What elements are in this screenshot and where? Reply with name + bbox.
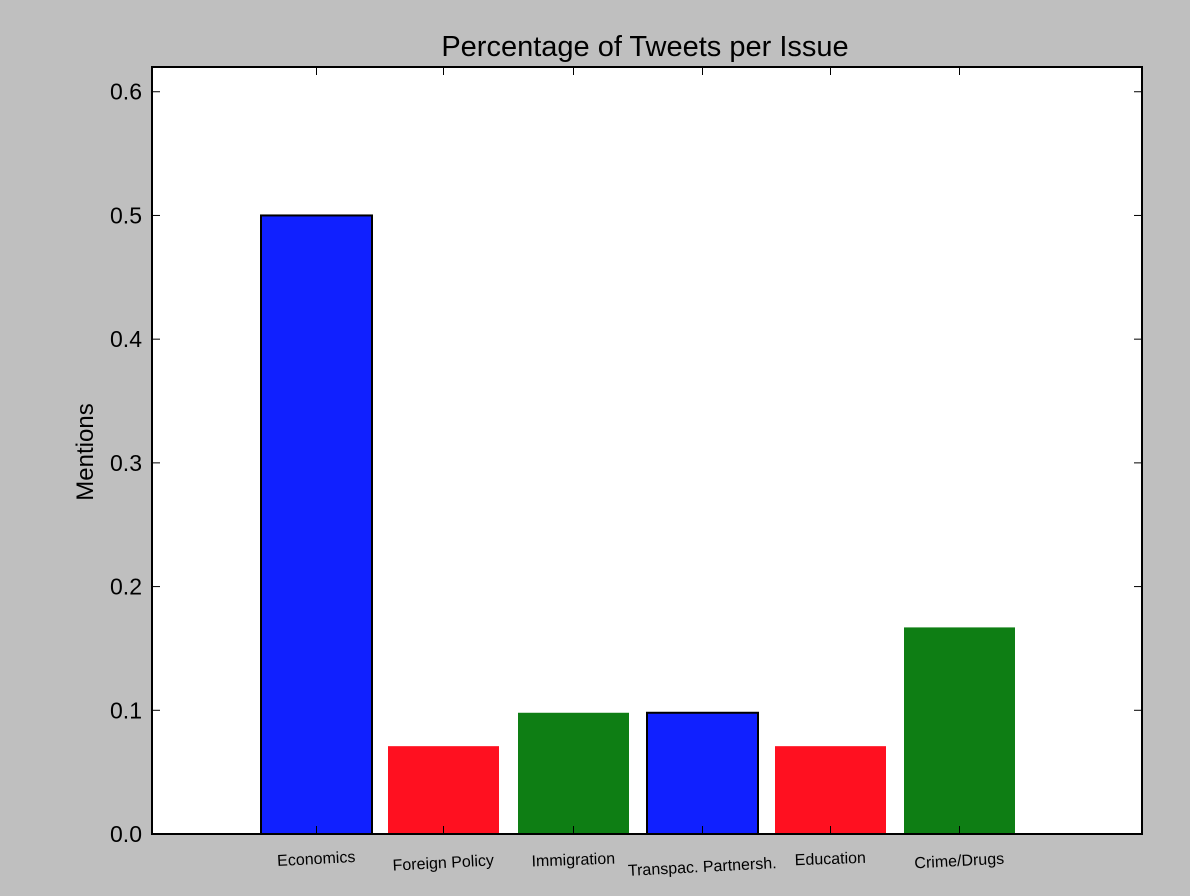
- x-tick-label: Crime/Drugs: [914, 851, 1005, 873]
- y-tick-label: 0.0: [110, 821, 142, 847]
- y-tick-label: 0.4: [110, 326, 142, 352]
- y-tick-label: 0.2: [110, 574, 142, 600]
- bar-transpac-partnersh: [646, 711, 759, 836]
- y-tick-label: 0.6: [110, 79, 142, 105]
- x-tick-label: Education: [794, 850, 866, 869]
- y-tick-label: 0.5: [110, 202, 142, 228]
- bar-economics: [260, 214, 373, 836]
- x-tick-labels: Economics Foreign Policy Immigration Transp…: [277, 849, 1005, 880]
- plot-frame: [151, 66, 1143, 835]
- ticks-group: [152, 67, 1142, 835]
- chart-title: Percentage of Tweets per Issue: [441, 31, 848, 63]
- x-tick-label: Foreign Policy: [392, 852, 494, 874]
- x-tick-label: Immigration: [531, 851, 615, 871]
- bars-group: [260, 214, 1015, 836]
- bar-education: [775, 746, 886, 834]
- y-axis-label: Mentions: [72, 403, 99, 500]
- y-tick-labels: 0.0 0.1 0.2 0.3 0.4 0.5 0.6: [110, 79, 142, 847]
- y-tick-label: 0.3: [110, 450, 142, 476]
- bar-foreign-policy: [388, 746, 499, 834]
- bar-immigration: [518, 712, 629, 834]
- y-tick-label: 0.1: [110, 697, 142, 723]
- x-tick-label: Transpac. Partnersh.: [628, 855, 777, 880]
- bar-crime-drugs: [904, 627, 1015, 834]
- x-tick-label: Economics: [277, 849, 356, 870]
